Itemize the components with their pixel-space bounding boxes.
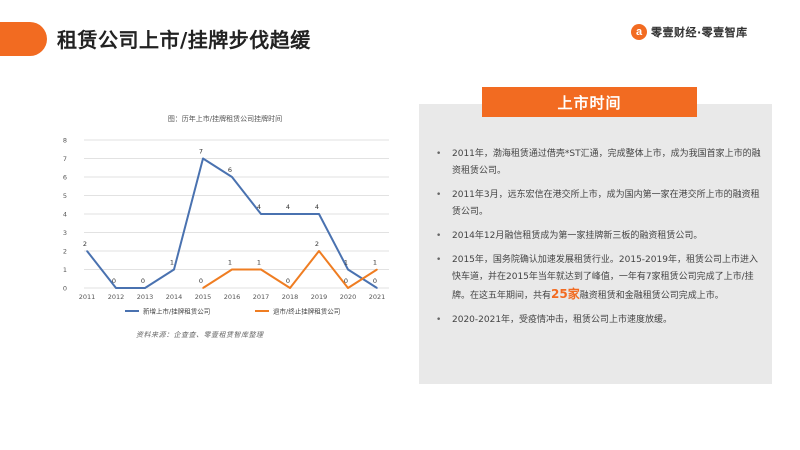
y-tick-label: 4 (63, 211, 67, 219)
data-point (260, 268, 262, 271)
timeline-highlight: 25家 (551, 287, 580, 301)
line-chart: 图：历年上市/挂牌租赁公司挂牌时间 0 1 2 3 4 5 6 7 8 2011 2012 2013 20… (40, 108, 410, 348)
data-label: 1 (344, 259, 348, 267)
data-point (347, 268, 349, 271)
x-tick-label: 2017 (253, 293, 270, 301)
data-label: 2 (83, 240, 87, 248)
data-label: 1 (257, 259, 261, 267)
brand-logo: a 零壹财经·零壹智库 (631, 24, 748, 40)
y-tick-label: 2 (63, 248, 67, 256)
timeline-item: • 2014年12月融信租赁成为第一家挂牌新三板的融资租赁公司。 (436, 228, 766, 245)
data-label: 6 (228, 166, 232, 174)
timeline-item: • 2011年3月，远东宏信在港交所上市，成为国内第一家在港交所上市的融资租赁公司… (436, 187, 766, 221)
timeline-text: 2020-2021年，受疫情冲击，租赁公司上市速度放缓。 (452, 315, 673, 325)
x-tick-label: 2016 (224, 293, 241, 301)
timeline-text: 2011年，渤海租赁通过借壳*ST汇通，完成整体上市，成为我国首家上市的融资租赁… (452, 149, 761, 176)
data-label: 0 (112, 277, 116, 285)
data-label: 4 (315, 203, 319, 211)
data-label: 0 (199, 277, 203, 285)
legend-label: 新增上市/挂牌租赁公司 (143, 307, 210, 316)
data-label: 4 (286, 203, 290, 211)
data-point (202, 157, 204, 160)
y-tick-label: 7 (63, 155, 67, 163)
y-tick-label: 8 (63, 137, 67, 145)
y-tick-label: 6 (63, 174, 67, 182)
data-label: 1 (228, 259, 232, 267)
x-tick-label: 2015 (195, 293, 212, 301)
bullet-icon: • (436, 315, 442, 325)
data-point (347, 287, 349, 289)
timeline-item: • 2011年，渤海租赁通过借壳*ST汇通，完成整体上市，成为我国首家上市的融资租… (436, 146, 766, 180)
x-tick-label: 2011 (79, 293, 96, 301)
x-tick-label: 2018 (282, 293, 299, 301)
timeline-text: 2014年12月融信租赁成为第一家挂牌新三板的融资租赁公司。 (452, 231, 703, 241)
data-point (289, 213, 291, 215)
data-label: 1 (373, 259, 377, 267)
logo-icon: a (631, 24, 647, 40)
data-label: 0 (373, 277, 377, 285)
timeline-text-pre: 2015年，国务院确认加速发展租赁行业。2015-2019年，租赁公司上市进入快… (452, 255, 758, 301)
x-tick-label: 2021 (369, 293, 386, 301)
data-label: 0 (344, 277, 348, 285)
data-point (376, 268, 378, 271)
page-title: 租赁公司上市/挂牌步伐趋缓 (57, 28, 311, 52)
y-tick-label: 3 (63, 229, 67, 237)
data-label: 0 (286, 277, 290, 285)
chart-title: 图：历年上市/挂牌租赁公司挂牌时间 (168, 114, 282, 123)
timeline-item: • 2020-2021年，受疫情冲击，租赁公司上市速度放缓。 (436, 312, 766, 329)
data-point (86, 250, 88, 252)
data-label: 1 (170, 259, 174, 267)
data-label: 4 (257, 203, 261, 211)
data-label: 0 (141, 277, 145, 285)
listing-timeline-panel (419, 104, 772, 384)
bullet-icon: • (436, 190, 442, 200)
data-point (231, 176, 233, 178)
x-tick-label: 2013 (137, 293, 154, 301)
x-tick-label: 2020 (340, 293, 357, 301)
y-tick-label: 1 (63, 266, 67, 274)
data-point (376, 287, 378, 289)
data-point (231, 268, 233, 271)
source-note: 资料来源：企查查、零壹租赁智库整理 (136, 331, 264, 339)
panel-heading: 上市时间 (482, 87, 697, 117)
timeline-text-post: 融资租赁和金融租赁公司完成上市。 (579, 291, 724, 301)
y-tick-label: 0 (63, 285, 67, 293)
timeline-list: • 2011年，渤海租赁通过借壳*ST汇通，完成整体上市，成为我国首家上市的融资租… (436, 146, 766, 336)
data-point (144, 287, 146, 289)
x-tick-label: 2014 (166, 293, 183, 301)
timeline-item: • 2015年，国务院确认加速发展租赁行业。2015-2019年，租赁公司上市进入… (436, 252, 766, 305)
data-point (318, 213, 320, 215)
data-point (318, 250, 320, 252)
bullet-icon: • (436, 255, 442, 265)
data-point (115, 287, 117, 289)
timeline-text: 2011年3月，远东宏信在港交所上市，成为国内第一家在港交所上市的融资租赁公司。 (452, 190, 760, 217)
x-tick-label: 2019 (311, 293, 328, 301)
logo-text: 零壹财经·零壹智库 (651, 26, 748, 39)
legend-label: 退市/终止挂牌租赁公司 (273, 307, 340, 316)
title-accent-bar (0, 22, 47, 56)
bullet-icon: • (436, 149, 442, 159)
x-tick-label: 2012 (108, 293, 125, 301)
data-point (173, 268, 175, 271)
data-point (260, 213, 262, 215)
bullet-icon: • (436, 231, 442, 241)
data-label: 2 (315, 240, 319, 248)
data-point (289, 287, 291, 289)
data-point (202, 287, 204, 289)
data-label: 7 (199, 148, 203, 156)
y-tick-label: 5 (63, 192, 67, 200)
